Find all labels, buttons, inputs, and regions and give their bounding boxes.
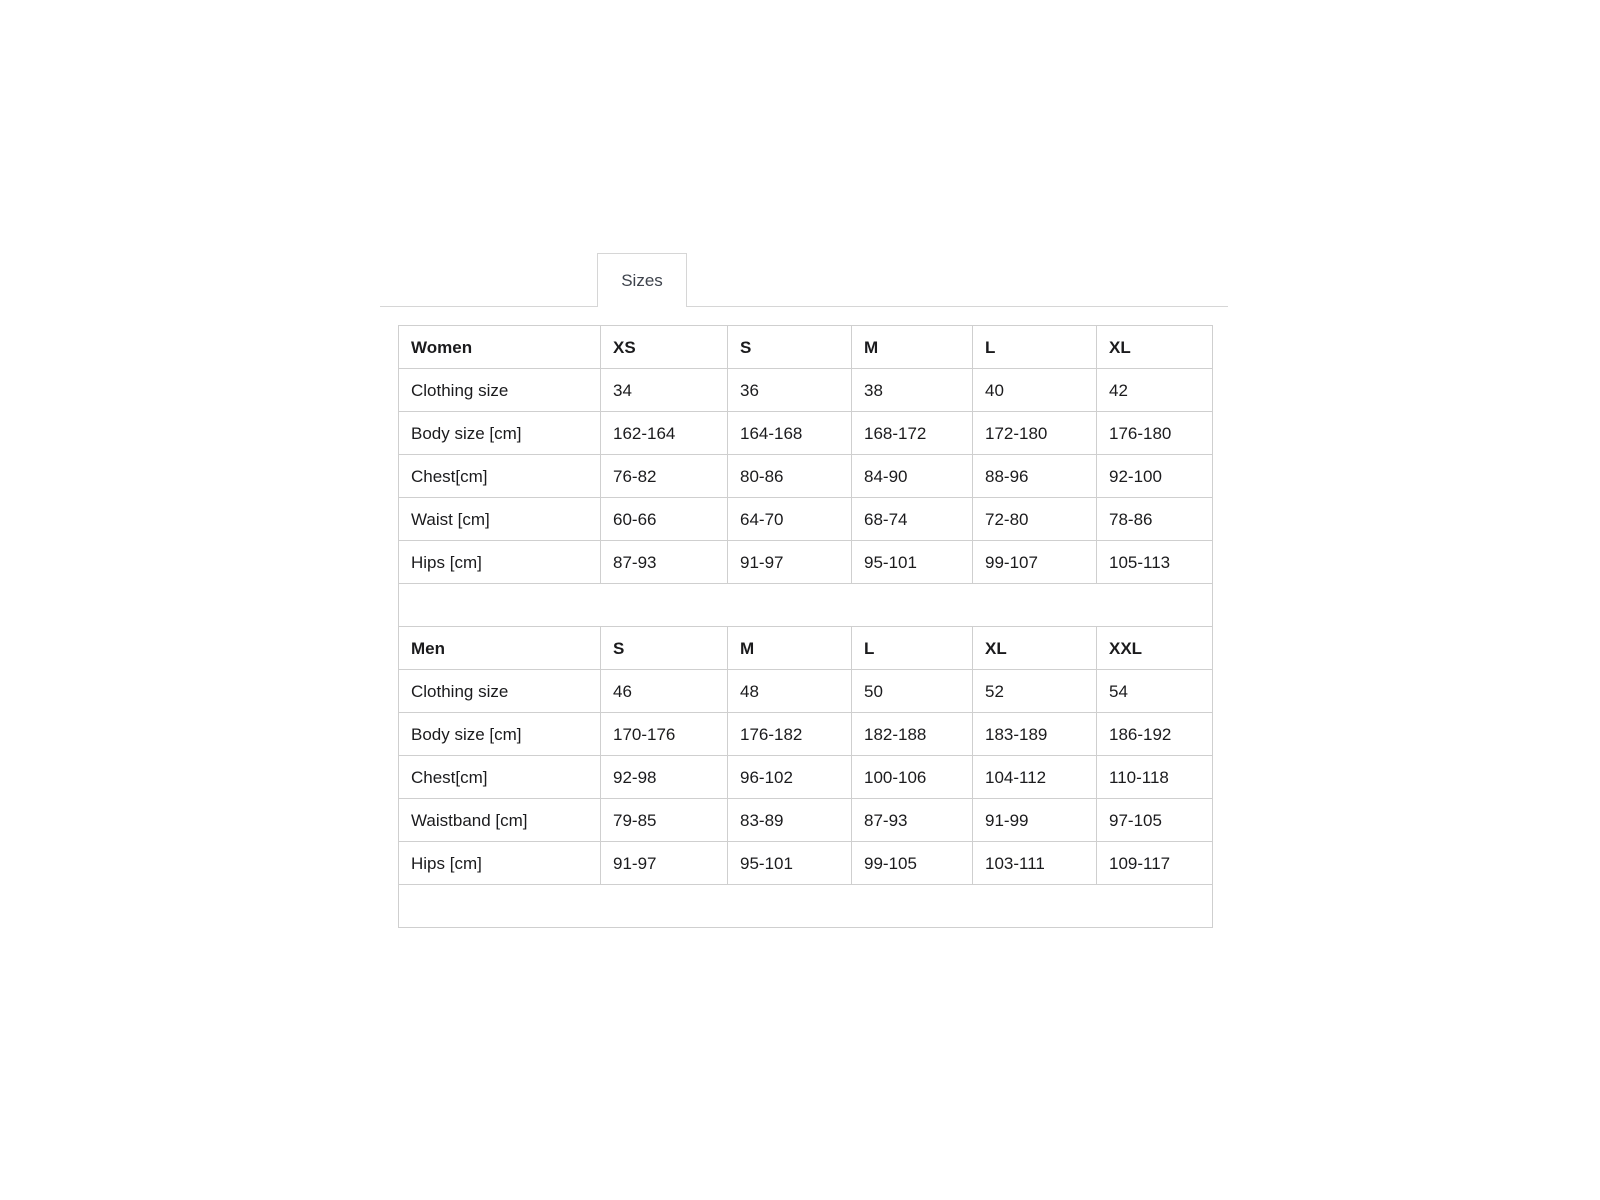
spacer-cell [398, 884, 1213, 928]
table-cell: 172-180 [972, 411, 1097, 455]
row-label: Waist [cm] [398, 497, 601, 541]
table-row: Waist [cm] 60-66 64-70 68-74 72-80 78-86 [398, 497, 1213, 541]
table-cell: 182-188 [851, 712, 973, 756]
table-cell: 46 [600, 669, 728, 713]
table-cell: 76-82 [600, 454, 728, 498]
table-cell: 88-96 [972, 454, 1097, 498]
men-col-header: S [600, 626, 728, 670]
table-cell: 168-172 [851, 411, 973, 455]
table-row: Clothing size 34 36 38 40 42 [398, 368, 1213, 412]
table-row: Waistband [cm] 79-85 83-89 87-93 91-99 9… [398, 798, 1213, 842]
table-cell: 42 [1096, 368, 1213, 412]
table-cell: 54 [1096, 669, 1213, 713]
row-label: Waistband [cm] [398, 798, 601, 842]
table-row: Hips [cm] 91-97 95-101 99-105 103-111 10… [398, 841, 1213, 885]
table-cell: 87-93 [851, 798, 973, 842]
table-cell: 91-99 [972, 798, 1097, 842]
table-cell: 96-102 [727, 755, 852, 799]
table-cell: 34 [600, 368, 728, 412]
women-col-header: XS [600, 325, 728, 369]
women-col-header: M [851, 325, 973, 369]
table-cell: 164-168 [727, 411, 852, 455]
table-cell: 105-113 [1096, 540, 1213, 584]
table-cell: 110-118 [1096, 755, 1213, 799]
table-cell: 50 [851, 669, 973, 713]
women-col-header: XL [1096, 325, 1213, 369]
table-cell: 95-101 [851, 540, 973, 584]
size-chart-table: Women XS S M L XL Clothing size 34 36 38… [398, 325, 1213, 928]
women-header-row: Women XS S M L XL [398, 325, 1213, 369]
tab-sizes-label: Sizes [621, 270, 663, 290]
men-col-header: L [851, 626, 973, 670]
men-col-header: XXL [1096, 626, 1213, 670]
women-col-header: L [972, 325, 1097, 369]
table-row: Chest[cm] 76-82 80-86 84-90 88-96 92-100 [398, 454, 1213, 498]
table-cell: 84-90 [851, 454, 973, 498]
table-cell: 104-112 [972, 755, 1097, 799]
table-cell: 109-117 [1096, 841, 1213, 885]
table-cell: 186-192 [1096, 712, 1213, 756]
row-label: Body size [cm] [398, 411, 601, 455]
men-col-header: XL [972, 626, 1097, 670]
table-cell: 36 [727, 368, 852, 412]
table-cell: 92-100 [1096, 454, 1213, 498]
table-cell: 83-89 [727, 798, 852, 842]
table-cell: 60-66 [600, 497, 728, 541]
table-cell: 176-182 [727, 712, 852, 756]
table-row: Chest[cm] 92-98 96-102 100-106 104-112 1… [398, 755, 1213, 799]
table-cell: 183-189 [972, 712, 1097, 756]
table-cell: 170-176 [600, 712, 728, 756]
women-section-title: Women [398, 325, 601, 369]
table-cell: 176-180 [1096, 411, 1213, 455]
table-row: Body size [cm] 162-164 164-168 168-172 1… [398, 411, 1213, 455]
row-label: Chest[cm] [398, 755, 601, 799]
men-section-title: Men [398, 626, 601, 670]
row-label: Body size [cm] [398, 712, 601, 756]
row-label: Chest[cm] [398, 454, 601, 498]
table-cell: 103-111 [972, 841, 1097, 885]
table-cell: 38 [851, 368, 973, 412]
table-row: Hips [cm] 87-93 91-97 95-101 99-107 105-… [398, 540, 1213, 584]
table-row: Clothing size 46 48 50 52 54 [398, 669, 1213, 713]
men-col-header: M [727, 626, 852, 670]
table-cell: 52 [972, 669, 1097, 713]
table-cell: 87-93 [600, 540, 728, 584]
row-label: Clothing size [398, 368, 601, 412]
row-label: Hips [cm] [398, 841, 601, 885]
men-header-row: Men S M L XL XXL [398, 626, 1213, 670]
table-cell: 68-74 [851, 497, 973, 541]
spacer-cell [398, 583, 1213, 627]
row-label: Clothing size [398, 669, 601, 713]
tab-strip-divider [380, 306, 1228, 307]
table-cell: 48 [727, 669, 852, 713]
table-cell: 99-105 [851, 841, 973, 885]
table-cell: 78-86 [1096, 497, 1213, 541]
table-cell: 100-106 [851, 755, 973, 799]
table-cell: 91-97 [727, 540, 852, 584]
table-cell: 72-80 [972, 497, 1097, 541]
table-cell: 92-98 [600, 755, 728, 799]
table-cell: 80-86 [727, 454, 852, 498]
table-cell: 95-101 [727, 841, 852, 885]
table-cell: 162-164 [600, 411, 728, 455]
tab-sizes[interactable]: Sizes [597, 253, 687, 307]
spacer-row [398, 884, 1213, 928]
table-cell: 99-107 [972, 540, 1097, 584]
row-label: Hips [cm] [398, 540, 601, 584]
table-cell: 64-70 [727, 497, 852, 541]
table-row: Body size [cm] 170-176 176-182 182-188 1… [398, 712, 1213, 756]
table-cell: 40 [972, 368, 1097, 412]
table-cell: 91-97 [600, 841, 728, 885]
women-col-header: S [727, 325, 852, 369]
table-cell: 79-85 [600, 798, 728, 842]
spacer-row [398, 583, 1213, 627]
table-cell: 97-105 [1096, 798, 1213, 842]
